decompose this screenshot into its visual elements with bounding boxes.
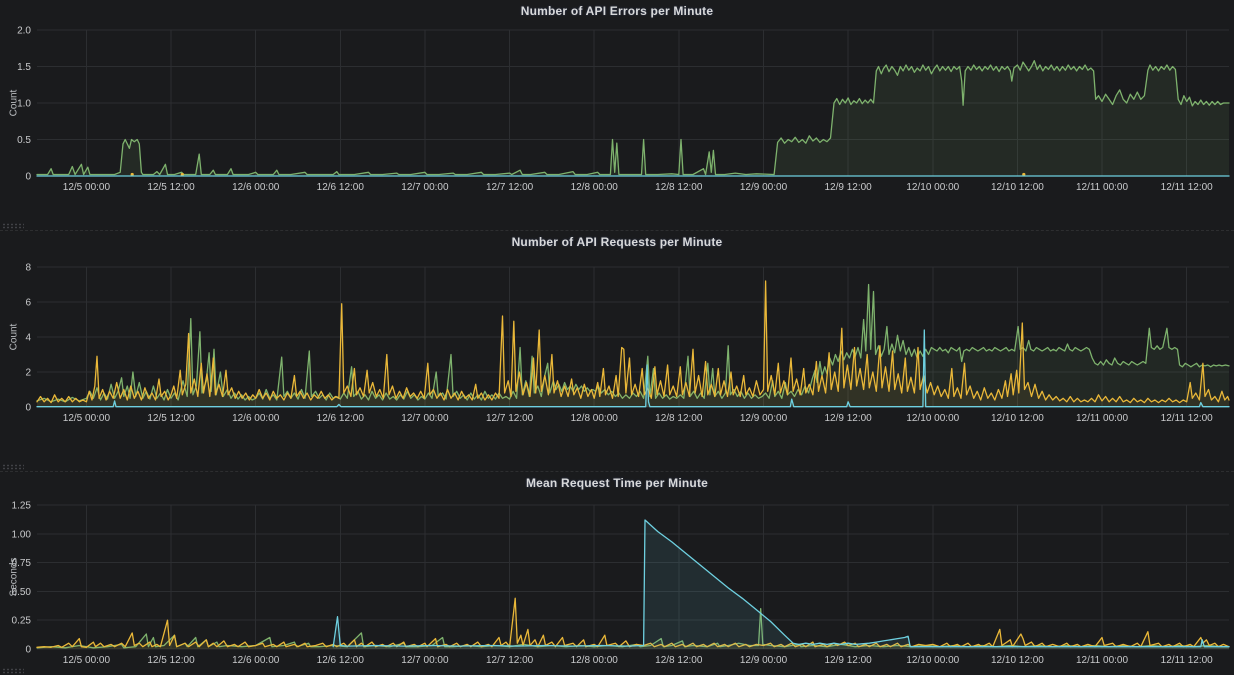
svg-text:12/9 00:00: 12/9 00:00 xyxy=(740,182,788,193)
svg-text:0: 0 xyxy=(25,172,31,183)
svg-text:12/5 12:00: 12/5 12:00 xyxy=(147,413,195,424)
svg-text:8: 8 xyxy=(25,263,31,274)
svg-text:0: 0 xyxy=(25,645,31,656)
panel-api-errors: Number of API Errors per Minute Count 0 0… xyxy=(0,0,1234,231)
svg-text:12/9 00:00: 12/9 00:00 xyxy=(740,655,788,666)
svg-text:12/8 12:00: 12/8 12:00 xyxy=(655,182,703,193)
svg-text:12/5 12:00: 12/5 12:00 xyxy=(147,655,195,666)
panel-title[interactable]: Number of API Requests per Minute xyxy=(511,235,723,249)
series-yellow-line xyxy=(36,597,1230,648)
svg-text:12/5 00:00: 12/5 00:00 xyxy=(63,182,111,193)
axis-tick-labels: 0 2 4 6 8 12/5 00:00 12/5 12:00 12/6 00:00 12/6 … xyxy=(25,263,1213,425)
panel-resize-handle[interactable] xyxy=(2,464,24,470)
svg-text:2: 2 xyxy=(25,368,31,379)
svg-text:12/11 12:00: 12/11 12:00 xyxy=(1161,655,1214,666)
svg-text:12/6 00:00: 12/6 00:00 xyxy=(232,655,280,666)
svg-text:12/9 12:00: 12/9 12:00 xyxy=(824,413,872,424)
svg-text:12/8 12:00: 12/8 12:00 xyxy=(655,655,703,666)
svg-text:12/5 00:00: 12/5 00:00 xyxy=(63,413,111,424)
svg-text:12/6 12:00: 12/6 12:00 xyxy=(317,655,365,666)
series-cyan-line xyxy=(36,329,1230,408)
chart-api-errors[interactable]: 0 0.5 1.0 1.5 2.0 12/5 00:00 12/5 12:00 12/6 00… xyxy=(0,0,1234,231)
svg-text:12/11 12:00: 12/11 12:00 xyxy=(1161,182,1214,193)
svg-text:1.25: 1.25 xyxy=(12,501,32,512)
svg-text:1.0: 1.0 xyxy=(17,99,31,110)
svg-text:12/9 12:00: 12/9 12:00 xyxy=(824,182,872,193)
svg-text:12/10 12:00: 12/10 12:00 xyxy=(991,655,1044,666)
svg-text:1.5: 1.5 xyxy=(17,62,31,73)
svg-text:12/10 12:00: 12/10 12:00 xyxy=(991,413,1044,424)
svg-text:12/5 12:00: 12/5 12:00 xyxy=(147,182,195,193)
svg-text:12/6 00:00: 12/6 00:00 xyxy=(232,182,280,193)
series-yellow-dots xyxy=(130,172,1026,177)
panel-title[interactable]: Mean Request Time per Minute xyxy=(525,476,709,490)
svg-text:12/7 00:00: 12/7 00:00 xyxy=(401,413,449,424)
panel-mean-request-time: Mean Request Time per Minute Seconds 0 0.… xyxy=(0,472,1234,675)
panel-resize-handle[interactable] xyxy=(2,223,24,229)
svg-text:12/7 12:00: 12/7 12:00 xyxy=(486,655,534,666)
svg-text:4: 4 xyxy=(25,333,31,344)
svg-text:0.5: 0.5 xyxy=(17,135,31,146)
svg-text:12/7 12:00: 12/7 12:00 xyxy=(486,182,534,193)
svg-text:12/10 00:00: 12/10 00:00 xyxy=(906,655,959,666)
svg-text:12/7 00:00: 12/7 00:00 xyxy=(401,182,449,193)
svg-text:12/9 12:00: 12/9 12:00 xyxy=(824,655,872,666)
svg-text:12/6 12:00: 12/6 12:00 xyxy=(317,182,365,193)
y-axis-unit-label: Count xyxy=(8,89,20,117)
svg-text:12/11 00:00: 12/11 00:00 xyxy=(1076,413,1129,424)
panel-title[interactable]: Number of API Errors per Minute xyxy=(520,4,714,18)
panel-resize-handle[interactable] xyxy=(2,668,24,674)
axis-tick-labels: 0 0.5 1.0 1.5 2.0 12/5 00:00 12/5 12:00 12/6 00… xyxy=(17,26,1213,194)
svg-text:12/8 00:00: 12/8 00:00 xyxy=(571,182,619,193)
svg-text:12/10 00:00: 12/10 00:00 xyxy=(906,413,959,424)
svg-text:12/7 00:00: 12/7 00:00 xyxy=(401,655,449,666)
series-cyan-line xyxy=(332,519,1230,648)
grid-lines xyxy=(37,504,1229,650)
svg-text:12/8 00:00: 12/8 00:00 xyxy=(571,655,619,666)
series-cyan-area xyxy=(333,520,1229,649)
series-green-area xyxy=(37,284,1229,407)
grid-lines xyxy=(37,29,1229,177)
svg-text:12/11 00:00: 12/11 00:00 xyxy=(1076,655,1129,666)
chart-api-requests[interactable]: 0 2 4 6 8 12/5 00:00 12/5 12:00 12/6 00:00 12/6 … xyxy=(0,231,1234,472)
series-yellow-line xyxy=(36,280,1230,404)
svg-text:12/10 12:00: 12/10 12:00 xyxy=(991,182,1044,193)
series-green-line xyxy=(36,60,1230,176)
svg-text:6: 6 xyxy=(25,298,31,309)
series-green-line xyxy=(36,283,1230,403)
svg-text:0.75: 0.75 xyxy=(12,558,32,569)
svg-text:12/5 00:00: 12/5 00:00 xyxy=(63,655,111,666)
svg-text:12/9 00:00: 12/9 00:00 xyxy=(740,413,788,424)
series-green-area xyxy=(37,60,1229,177)
svg-text:12/6 12:00: 12/6 12:00 xyxy=(317,413,365,424)
series-green-line xyxy=(36,608,1230,649)
svg-text:12/8 00:00: 12/8 00:00 xyxy=(571,413,619,424)
svg-text:12/11 12:00: 12/11 12:00 xyxy=(1161,413,1214,424)
svg-text:2.0: 2.0 xyxy=(17,26,31,37)
y-axis-unit-label: Count xyxy=(8,323,20,351)
svg-text:0.50: 0.50 xyxy=(12,587,32,598)
chart-mean-request-time[interactable]: 0 0.25 0.50 0.75 1.00 1.25 12/5 00:00 12/5 12:0… xyxy=(0,472,1234,675)
svg-text:12/10 00:00: 12/10 00:00 xyxy=(906,182,959,193)
series-yellow-area xyxy=(37,598,1229,649)
svg-text:12/11 00:00: 12/11 00:00 xyxy=(1076,182,1129,193)
svg-text:0.25: 0.25 xyxy=(12,616,32,627)
panel-api-requests: Number of API Requests per Minute Count … xyxy=(0,231,1234,472)
svg-text:0: 0 xyxy=(25,403,31,414)
svg-text:1.00: 1.00 xyxy=(12,529,32,540)
svg-text:12/6 00:00: 12/6 00:00 xyxy=(232,413,280,424)
axis-tick-labels: 0 0.25 0.50 0.75 1.00 1.25 12/5 00:00 12/5 12:0… xyxy=(12,501,1214,667)
y-axis-unit-label: Seconds xyxy=(8,557,20,597)
svg-text:12/7 12:00: 12/7 12:00 xyxy=(486,413,534,424)
svg-text:12/8 12:00: 12/8 12:00 xyxy=(655,413,703,424)
